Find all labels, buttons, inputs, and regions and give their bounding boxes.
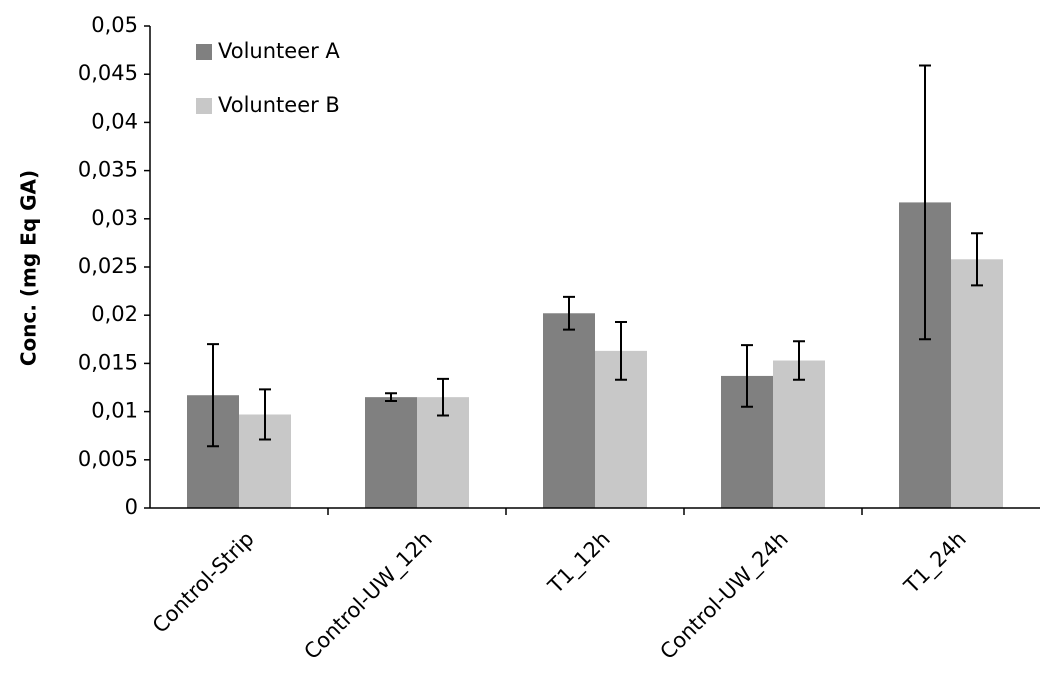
y-tick-label: 0,01 — [91, 399, 138, 423]
x-tick-label: T1_12h — [543, 527, 616, 600]
y-tick-label: 0 — [125, 495, 138, 519]
y-tick-label: 0,015 — [78, 350, 138, 374]
x-tick-label: Control-Strip — [148, 527, 259, 638]
legend-label: Volunteer B — [218, 93, 340, 117]
y-tick-label: 0,03 — [91, 206, 138, 230]
bar — [773, 360, 825, 508]
x-tick-label: Control-UW_24h — [655, 527, 793, 665]
legend-label: Volunteer A — [218, 39, 340, 63]
error-bar — [437, 377, 449, 417]
error-bar — [563, 295, 575, 331]
y-tick-label: 0,04 — [91, 109, 138, 133]
bar — [365, 397, 417, 508]
error-bar — [207, 343, 219, 448]
legend-swatch — [196, 98, 212, 114]
y-tick-label: 0,045 — [78, 61, 138, 85]
error-bar — [259, 388, 271, 441]
y-tick-label: 0,02 — [91, 302, 138, 326]
legend-swatch — [196, 44, 212, 60]
error-bar — [615, 320, 627, 381]
y-axis-label: Conc. (mg Eq GA) — [17, 170, 41, 366]
bar — [951, 259, 1003, 508]
y-tick-label: 0,005 — [78, 447, 138, 471]
x-tick-label: T1_24h — [899, 527, 972, 600]
error-bar — [385, 392, 397, 402]
error-bar — [793, 340, 805, 381]
error-bar — [919, 64, 931, 341]
error-bar — [971, 232, 983, 287]
y-tick-label: 0,05 — [91, 13, 138, 37]
x-tick-label: Control-UW_12h — [299, 527, 437, 665]
bar — [543, 313, 595, 508]
error-bar — [741, 344, 753, 408]
y-tick-label: 0,035 — [78, 158, 138, 182]
y-tick-label: 0,025 — [78, 254, 138, 278]
